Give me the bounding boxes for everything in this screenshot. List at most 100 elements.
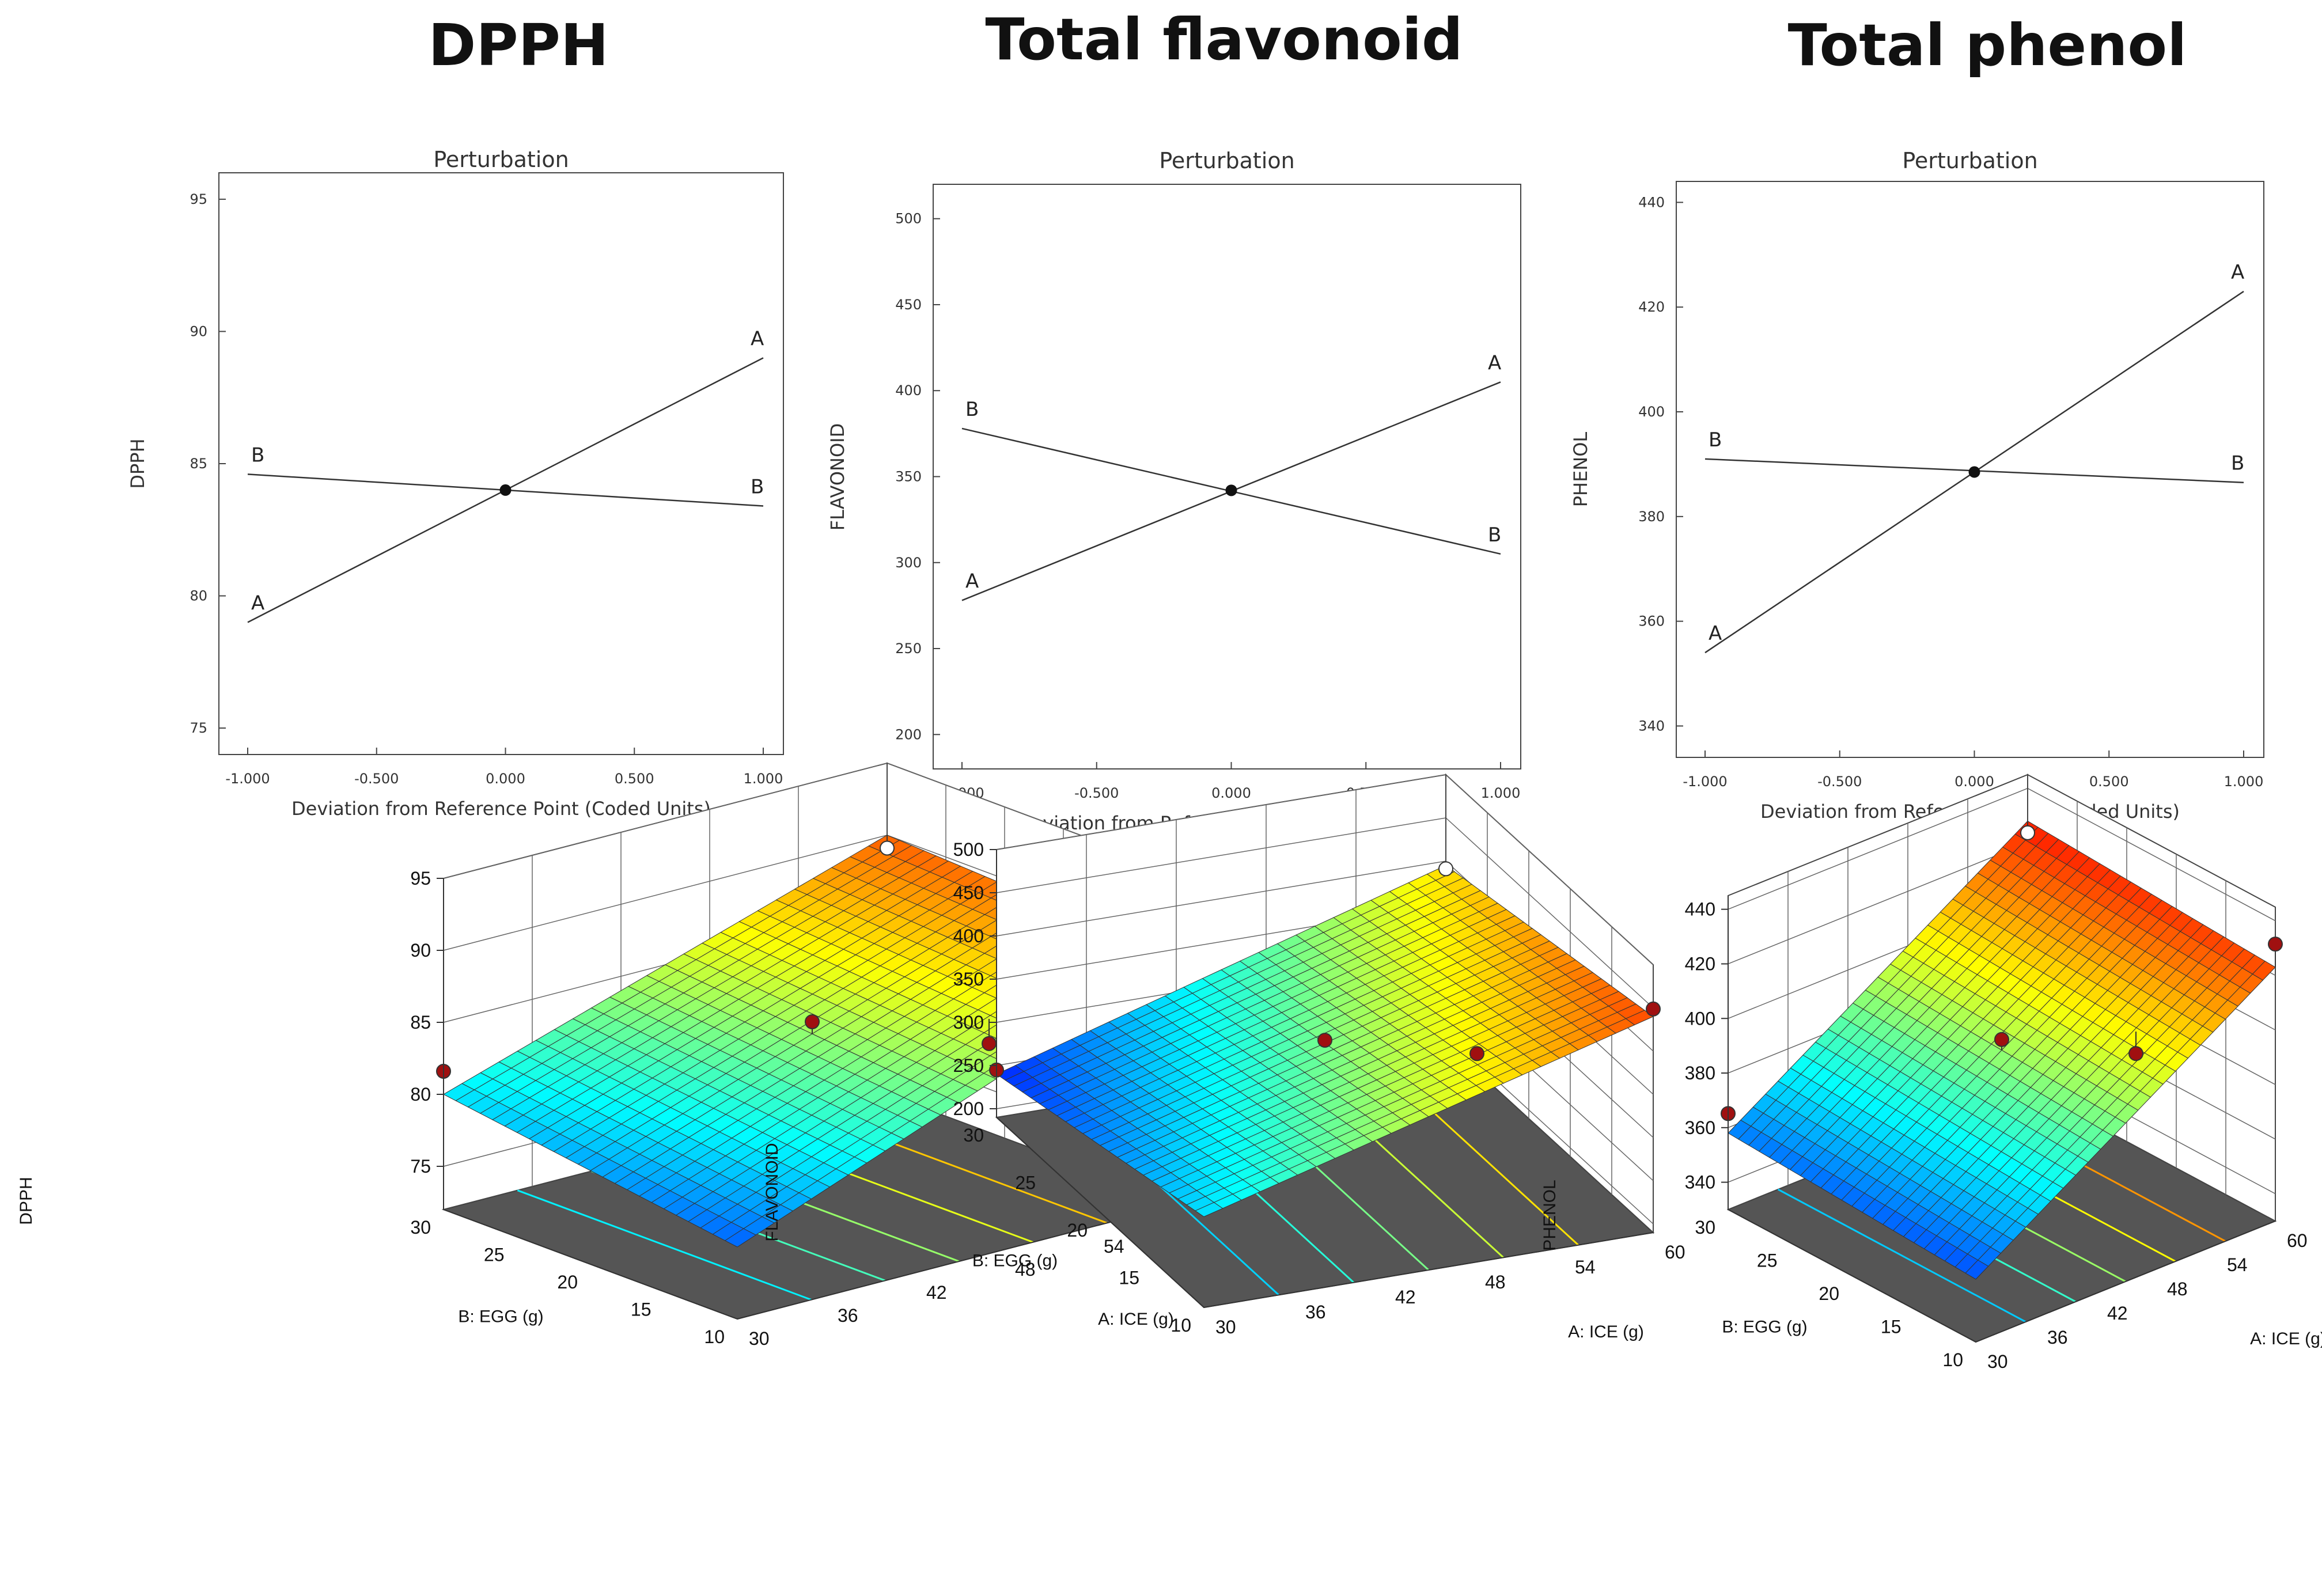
a-tick-label: 36 [1305,1302,1326,1322]
surface-plot-phenol: 340 360 380 400 420 440 PHENOL 10 15 20 25 30 30 36 42… [1540,774,2322,1372]
plot-frame [933,184,1521,769]
series-label-B-end: B [1488,524,1501,547]
surface-cell [1194,1202,1223,1218]
b-tick-label: 20 [1819,1283,1839,1304]
design-point [805,1014,820,1029]
b-axis-label: B: EGG (g) [1722,1318,1807,1337]
b-tick-label: 30 [1695,1217,1715,1238]
z-tick-label: 500 [953,839,984,860]
column-title-flavonoid: Total flavonoid [985,6,1463,73]
x-tick-label: 0.000 [1211,785,1251,801]
a-axis-label: A: ICE (g) [2250,1329,2322,1348]
z-tick-label: 350 [953,969,984,990]
series-label-B-start: B [251,443,264,467]
design-point [1469,1046,1484,1062]
surface-plot-dpph: 7580859095DPPH1015202530303642485460B: E… [17,762,1213,1349]
series-label-A-start: A [1709,622,1722,645]
y-tick-label: 440 [1638,194,1665,210]
y-tick-label: 340 [1638,718,1665,734]
a-tick-label: 42 [2107,1303,2128,1324]
a-axis [737,1203,1181,1320]
a-axis [1975,1220,2276,1343]
y-axis-label: DPPH [127,438,149,488]
b-axis [443,1209,738,1320]
z-tick-label: 340 [1685,1172,1715,1193]
plot-frame [218,172,784,755]
floor-contour [1777,1188,2026,1323]
z-tick-label: 75 [410,1156,431,1177]
z-tick-label: 380 [1685,1063,1715,1083]
x-tick-label: 0.500 [615,771,654,787]
a-tick-label: 36 [838,1305,858,1326]
z-tick-label: 420 [1685,953,1715,974]
y-tick-label: 300 [895,555,922,571]
a-tick-label: 60 [2287,1230,2308,1251]
design-point [1317,1033,1332,1048]
y-tick-label: 420 [1638,299,1665,315]
b-tick-label: 30 [963,1125,984,1146]
a-tick-label: 54 [1575,1257,1596,1277]
series-label-A-start: A [965,570,979,593]
b-tick-label: 20 [557,1272,578,1292]
z-axis-label: FLAVONOID [763,1143,782,1241]
y-tick-label: 450 [895,297,922,313]
series-label-B-start: B [965,398,979,421]
surface-cell [1965,1260,1989,1280]
z-tick-label: 440 [1685,899,1715,920]
y-tick-label: 90 [190,323,207,339]
a-axis-label: A: ICE (g) [1568,1322,1644,1341]
floor-contour [517,1189,812,1301]
y-tick-label: 250 [895,640,922,657]
series-label-A-start: A [251,592,264,615]
a-tick-label: 30 [749,1328,770,1349]
design-point [2268,937,2283,952]
design-point [880,840,895,856]
z-tick-label: 85 [410,1012,431,1033]
a-tick-label: 54 [1104,1236,1124,1257]
x-tick-label: 0.000 [1954,774,1994,790]
z-tick-label: 450 [953,882,984,903]
b-tick-label: 10 [1942,1349,1963,1370]
b-tick-label: 25 [1015,1173,1036,1193]
series-label-B-start: B [1709,429,1722,452]
y-tick-label: 360 [1638,613,1665,630]
a-tick-label: 42 [1395,1287,1416,1307]
z-tick-label: 400 [1685,1008,1715,1029]
b-tick-label: 15 [1881,1317,1901,1337]
b-axis [1728,1209,1976,1343]
series-label-A-end: A [751,327,764,350]
y-tick-label: 85 [190,456,207,472]
y-axis-label: PHENOL [1570,432,1592,507]
plot-title: Perturbation [1159,148,1294,173]
y-tick-label: 380 [1638,509,1665,525]
y-axis-label: FLAVONOID [827,423,849,531]
a-tick-label: 48 [2167,1279,2188,1299]
b-tick-label: 25 [1757,1250,1778,1271]
b-axis-label: B: EGG (g) [972,1252,1058,1271]
x-tick-label: -0.500 [354,771,399,787]
design-point [1438,861,1453,877]
z-tick-label: 90 [410,940,431,961]
z-tick-label: 80 [410,1084,431,1105]
x-tick-label: 1.000 [744,771,783,787]
response-surface [1728,820,2276,1280]
a-tick-label: 60 [1665,1242,1685,1263]
b-tick-label: 10 [704,1326,725,1347]
z-tick-label: 400 [953,926,984,946]
x-tick-label: 1.000 [2224,774,2264,790]
y-tick-label: 95 [190,191,207,207]
series-label-A-end: A [1488,351,1501,374]
a-tick-label: 30 [1987,1351,2008,1372]
y-tick-label: 200 [895,726,922,742]
b-tick-label: 20 [1067,1220,1088,1241]
a-tick-label: 36 [2047,1327,2068,1348]
perturbation-plot-3: Perturbation 340 360 380 400 420 440 -1.000 -0.5… [1570,148,2264,822]
plot-title: Perturbation [433,147,569,172]
a-axis-label: A: ICE (g) [1098,1310,1174,1329]
x-tick-label: -0.500 [1074,785,1119,801]
y-tick-label: 400 [1638,404,1665,420]
y-tick-label: 80 [190,588,207,604]
b-tick-label: 15 [1119,1268,1139,1288]
perturbation-plot-1: Perturbation 75 80 85 90 95 -1.000 -0.500 0.000 0… [127,147,784,820]
z-tick-label: 360 [1685,1117,1715,1138]
